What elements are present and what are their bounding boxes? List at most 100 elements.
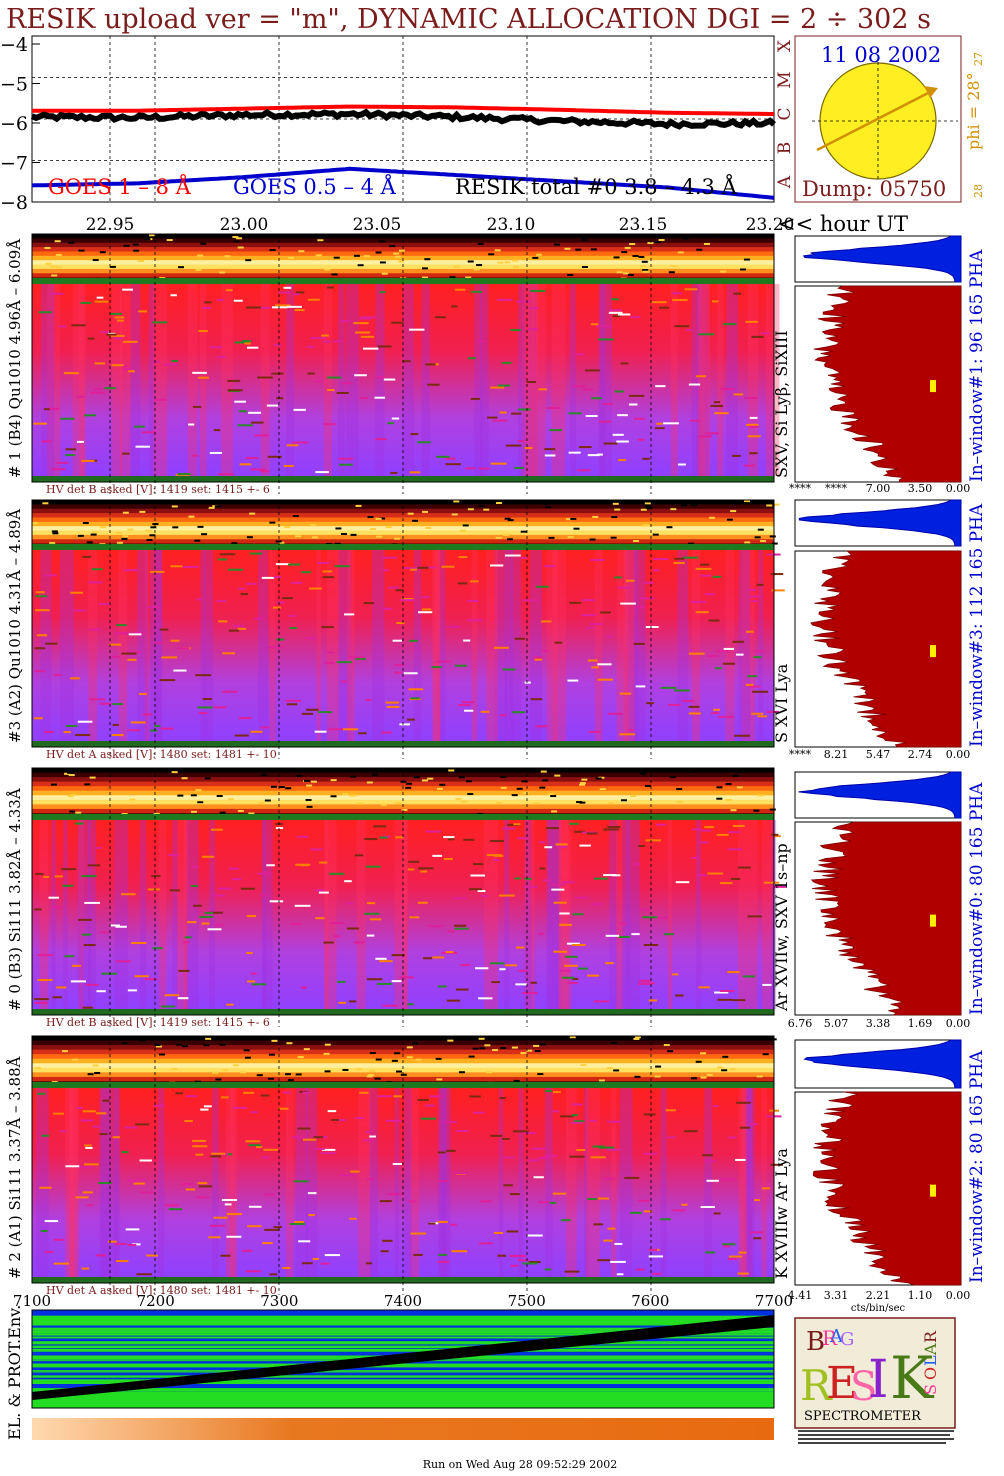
detector-speckle [83, 414, 97, 417]
detector-heat-speck [477, 812, 484, 815]
detector-heat-speck [175, 1043, 182, 1046]
detector-speckle [309, 587, 322, 590]
detector-heat-speck [771, 542, 778, 545]
detector-speckle [698, 333, 715, 336]
detector-speckle [331, 1118, 340, 1121]
detector-heat-speck [711, 236, 718, 239]
detector-speckle [436, 455, 450, 458]
detector-speckle [445, 463, 461, 466]
detector-heat-speck [406, 1046, 413, 1049]
detector-speckle [522, 599, 539, 602]
detector-column [324, 820, 337, 1009]
detector-speckle [564, 1270, 580, 1273]
detector-speckle [423, 957, 433, 960]
detector-speckle [35, 609, 50, 612]
detector-speckle [255, 306, 271, 309]
detector-speckle [170, 294, 177, 297]
detector-column [316, 550, 321, 741]
detector-speckle [125, 1228, 140, 1231]
detector-speckle [163, 363, 178, 366]
detector-column [518, 284, 526, 476]
detector-speckle [81, 875, 97, 878]
detector-heat-speck [353, 254, 360, 257]
detector-heat-speck [500, 776, 507, 779]
detector-speckle [745, 320, 759, 323]
detector-speckle [273, 343, 282, 346]
detector-heat-speck [721, 1069, 728, 1072]
detector-column [504, 550, 514, 741]
detector-speckle [112, 703, 123, 706]
detector-speckle [651, 301, 667, 304]
detector-speckle [348, 656, 365, 659]
detector-speckle [112, 723, 119, 726]
detector-speckle [251, 983, 267, 986]
detector-speckle [460, 964, 471, 967]
detector-heat-speck [716, 786, 723, 789]
detector-speckle [241, 1249, 253, 1252]
detector-speckle [278, 291, 291, 294]
detector-speckle [535, 725, 548, 728]
detector-speckle [317, 711, 332, 714]
detector-frame [31, 233, 775, 483]
detector-column [409, 1088, 420, 1277]
detector-speckle [714, 412, 729, 415]
detector-speckle [70, 591, 83, 594]
detector-heat-speck [64, 772, 71, 775]
detector-speckle [467, 357, 476, 360]
detector-heat-speck [374, 1077, 381, 1080]
detector-speckle [646, 702, 654, 705]
detector-speckle [328, 872, 345, 875]
detector-speckle [217, 887, 233, 890]
detector-speckle [472, 863, 484, 866]
detector-heat-speck [428, 234, 435, 237]
detector-speckle [53, 674, 62, 677]
detector-speckle [339, 319, 351, 322]
detector-speckle [34, 1001, 48, 1004]
detector-speckle [674, 325, 690, 328]
detector-column [486, 550, 498, 741]
detector-speckle [170, 565, 183, 568]
detector-heat-speck [667, 1050, 674, 1053]
detector-speckle [65, 448, 76, 451]
detector-heat-speck [507, 519, 514, 522]
detector-heat-speck [224, 255, 231, 258]
detector-speckle [169, 889, 181, 892]
detector-speckle [413, 1253, 423, 1256]
detector-panel: HV det B asked [V]: 1419 set: 1415 +- 6#… [6, 767, 987, 1030]
time-tick-label: 23.15 [619, 215, 668, 235]
detector-panels: HV det B asked [V]: 1419 set: 1415 +- 6#… [6, 233, 987, 1314]
detector-speckle [713, 401, 721, 404]
detector-speckle [198, 712, 208, 715]
detector-speckle [638, 979, 652, 982]
detector-heat-speck [642, 270, 649, 273]
detector-speckle [466, 619, 483, 622]
detector-speckle [538, 1201, 551, 1204]
detector-heat-speck [42, 502, 49, 505]
detector-speckle [720, 388, 736, 391]
detector-speckle [49, 292, 64, 295]
detector-heat-speck [638, 255, 645, 258]
detector-speckle [160, 727, 174, 730]
detector-speckle [159, 679, 176, 682]
detector-speckle [122, 368, 132, 371]
detector-speckle [526, 381, 537, 384]
detector-speckle [56, 986, 67, 989]
detector-speckle [386, 705, 400, 708]
detector-heat-speck [595, 777, 602, 780]
detector-heat-band [32, 260, 774, 266]
detector-speckle [499, 894, 515, 897]
time-axis-label: << hour UT [778, 212, 908, 236]
detector-speckle [723, 323, 737, 326]
detector-heat-speck [278, 541, 285, 544]
detector-bottom-rim [32, 476, 774, 482]
detector-column [667, 820, 673, 1009]
detector-speckle [499, 968, 506, 971]
detector-heat-speck [279, 1036, 286, 1039]
detector-speckle [201, 922, 210, 925]
detector-speckle [225, 289, 233, 292]
detector-heat-speck [256, 1074, 263, 1077]
detector-heat-speck [624, 246, 631, 249]
detector-heat-speck [669, 776, 676, 779]
detector-speckle [685, 329, 692, 332]
detector-speckle [582, 388, 594, 391]
